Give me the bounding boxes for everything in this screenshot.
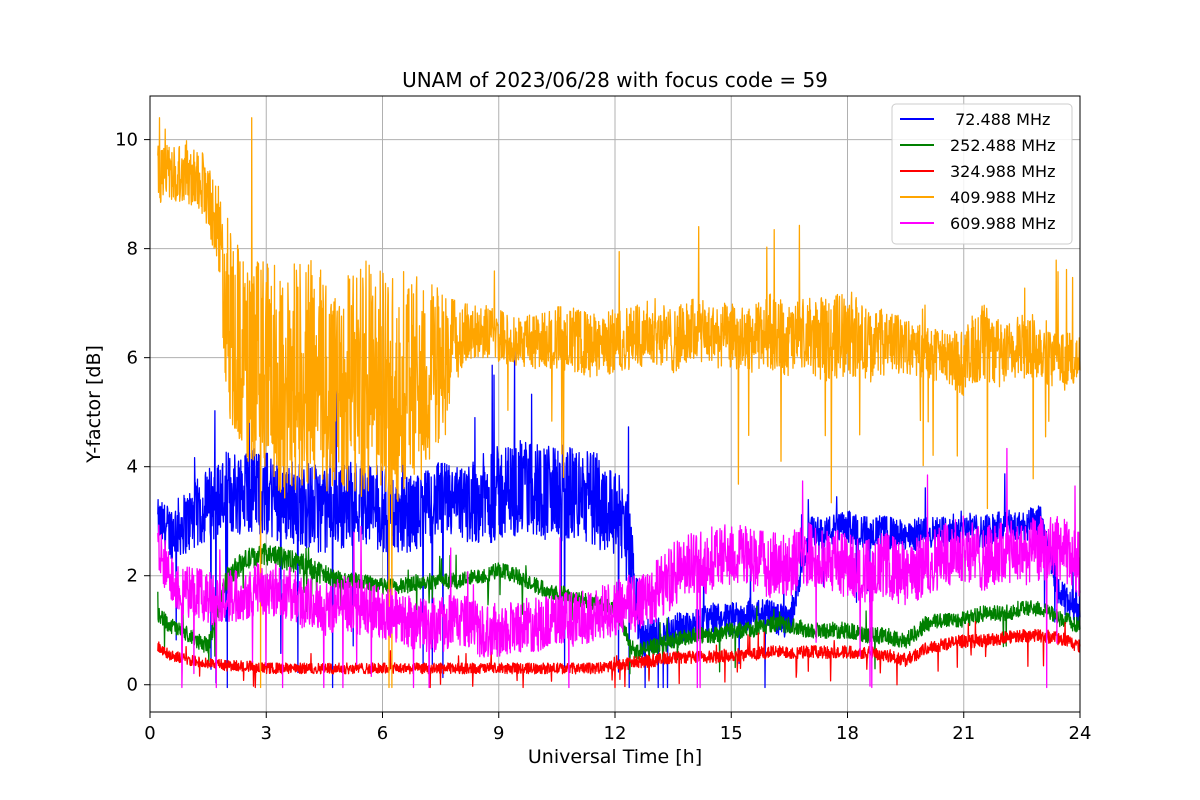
- x-tick-label: 0: [144, 723, 155, 744]
- x-tick-label: 15: [720, 723, 743, 744]
- legend-label: 409.988 MHz: [950, 188, 1055, 207]
- legend-label: 72.488 MHz: [950, 110, 1050, 129]
- y-tick-label: 0: [127, 675, 138, 696]
- series-line: [157, 350, 1081, 689]
- y-tick-label: 8: [127, 239, 138, 260]
- x-tick-label: 6: [377, 723, 388, 744]
- x-tick-label: 12: [604, 723, 627, 744]
- x-tick-label: 18: [836, 723, 859, 744]
- series-2: [157, 620, 1081, 689]
- legend-box: [891, 103, 1073, 245]
- legend-label: 252.488 MHz: [950, 136, 1055, 155]
- x-axis-label: Universal Time [h]: [528, 746, 702, 768]
- legend-label: 609.988 MHz: [950, 214, 1055, 233]
- y-tick-label: 6: [127, 348, 138, 369]
- series-line: [157, 447, 1081, 689]
- y-tick-label: 10: [115, 130, 138, 151]
- x-tick-label: 3: [261, 723, 272, 744]
- legend: 72.488 MHz 252.488 MHz 324.988 MHz 409.988 …: [891, 103, 1073, 245]
- plot-series: [157, 117, 1081, 689]
- series-line: [157, 117, 1081, 689]
- chart-title: UNAM of 2023/06/28 with focus code = 59: [402, 68, 828, 92]
- series-4: [157, 447, 1081, 689]
- series-3: [157, 117, 1081, 689]
- y-tick-label: 4: [127, 457, 138, 478]
- x-tick-label: 9: [493, 723, 504, 744]
- legend-label: 324.988 MHz: [950, 162, 1055, 181]
- y-axis-label: Y-factor [dB]: [83, 345, 105, 464]
- x-tick-label: 24: [1069, 723, 1092, 744]
- x-tick-label: 21: [952, 723, 975, 744]
- series-0: [157, 350, 1081, 689]
- y-tick-label: 2: [127, 566, 138, 587]
- series-line: [157, 620, 1081, 689]
